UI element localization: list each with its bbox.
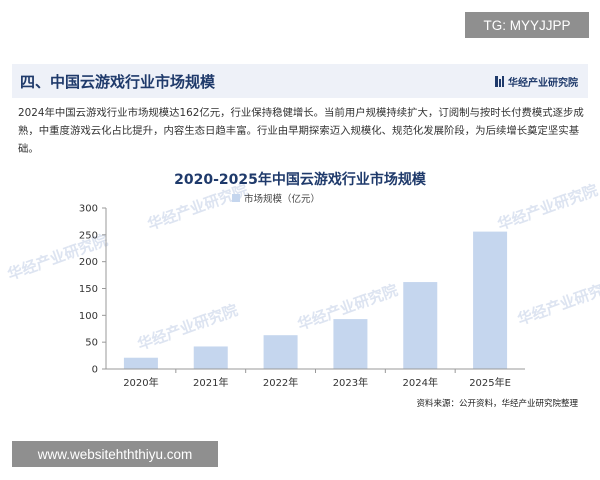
section-title: 四、中国云游戏行业市场规模 [20,73,216,91]
y-axis: 0 50 100 150 200 250 300 [79,204,107,376]
watermark-5: 华经产业研究院 [515,276,600,329]
section-header: 四、中国云游戏行业市场规模 华经产业研究院 [12,64,588,98]
bar [473,231,508,369]
tg-badge: TG: MYYJJPP [465,12,589,38]
x-axis: 2020年 2021年 2022年 2023年 2024年 2025年E [106,368,525,389]
y-tick-label: 250 [79,230,98,241]
bars [123,231,508,369]
y-tick-label: 150 [79,284,98,295]
legend-swatch [232,194,240,202]
y-tick-label: 200 [79,257,98,268]
y-tick-label: 0 [92,365,98,376]
brand-logo: 华经产业研究院 [495,74,578,89]
bar [403,282,438,369]
source-note: 资料来源：公开资料，华经产业研究院整理 [416,398,578,409]
watermark-3: 华经产业研究院 [135,301,240,354]
y-tick-label: 300 [79,204,98,215]
bar-chart: 华经产业研究院 华经产业研究院 华经产业研究院 华经产业研究院 华经产业研究院 … [5,171,600,409]
x-tick-label: 2022年 [263,376,298,389]
bar [263,335,298,369]
brand-icon [495,76,504,87]
bar [123,357,158,369]
x-tick-label: 2020年 [123,376,158,389]
chart-title: 2020-2025年中国云游戏行业市场规模 [174,171,427,188]
url-badge: www.websitehththiyu.com [12,441,218,467]
y-tick-label: 50 [85,338,98,349]
x-tick-label: 2023年 [333,376,368,389]
watermark-2: 华经产业研究院 [495,181,600,234]
x-tick-label: 2024年 [403,376,438,389]
legend: 市场规模（亿元） [232,193,320,205]
bar [193,346,228,369]
bar [333,319,368,369]
watermark-1: 华经产业研究院 [145,181,250,234]
x-tick-label: 2025年E [469,376,511,389]
x-tick-label: 2021年 [193,376,228,389]
y-tick-label: 100 [79,311,98,322]
legend-label: 市场规模（亿元） [244,193,320,205]
brand-name: 华经产业研究院 [508,78,578,89]
intro-paragraph: 2024年中国云游戏行业市场规模达162亿元，行业保持稳健增长。当前用户规模持续… [18,107,584,155]
